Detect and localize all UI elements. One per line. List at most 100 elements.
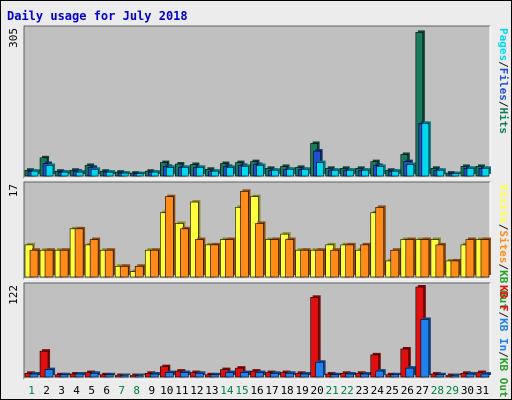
bar-sites: [420, 239, 430, 278]
bar-sites: [315, 249, 324, 278]
bar-pages: [406, 164, 415, 177]
x-tick-label: 11: [175, 384, 188, 397]
bar-shadow: [467, 372, 476, 375]
bar-shadow: [132, 373, 141, 375]
x-tick-label: 15: [235, 384, 248, 397]
side-legend: Pages/Files/Hits: [497, 28, 510, 134]
bar-kb-in: [180, 372, 189, 378]
bar-pages: [105, 171, 114, 177]
bar-shadow: [437, 372, 446, 375]
bar-sites: [405, 239, 415, 278]
bar-pages: [211, 170, 219, 177]
bar-pages: [271, 169, 279, 177]
bar-sites: [240, 191, 249, 278]
side-legend-segment: Sites: [497, 230, 510, 263]
bar-pages: [181, 167, 189, 177]
bar-shadow: [138, 171, 146, 174]
bar-shadow: [107, 372, 116, 375]
bar-pages: [60, 171, 69, 177]
bar-kb-in: [315, 361, 324, 378]
bar-sites: [180, 228, 189, 278]
bar-sites: [89, 239, 99, 278]
bar-kb-in: [405, 367, 415, 378]
bar-sites: [165, 196, 174, 278]
bar-kb-in: [270, 373, 279, 378]
side-legend-segment: Visits: [497, 184, 510, 224]
bar-kb-in: [165, 372, 174, 378]
bar-kb-in: [375, 370, 385, 378]
bar-kb-f: [39, 350, 49, 378]
x-tick-label: 5: [88, 384, 95, 397]
bar-kb-in: [210, 374, 219, 378]
bar-kb-in: [300, 373, 309, 378]
bar-kb-f: [400, 348, 410, 378]
bar-pages: [451, 173, 460, 177]
x-tick-label: 20: [311, 384, 324, 397]
bar-shadow: [117, 373, 126, 375]
bar-kb-in: [330, 374, 339, 378]
bar-shadow: [332, 372, 341, 375]
bar-shadow: [392, 372, 401, 375]
bar-pages: [376, 166, 385, 177]
x-tick-label: 13: [205, 384, 218, 397]
side-legend-segment: /: [497, 264, 510, 271]
side-legend-segment: KB In: [497, 318, 510, 351]
y-max-label: 122: [7, 285, 20, 305]
bar-shadow: [212, 372, 221, 375]
bar-sites: [119, 265, 129, 278]
bar-kb-in: [29, 373, 39, 378]
bar-shadow: [447, 373, 456, 375]
bar-pages: [346, 169, 354, 177]
bar-kb-in: [134, 375, 144, 378]
bar-sites: [210, 244, 219, 278]
bar-sites: [255, 223, 264, 278]
bar-shadow: [137, 373, 146, 375]
bar-pages: [361, 169, 370, 177]
bar-kb-in: [255, 372, 264, 378]
bar-shadow: [302, 372, 311, 375]
bar-kb-in: [225, 372, 234, 378]
bar-pages: [90, 168, 99, 177]
bar-sites: [480, 239, 490, 278]
bar-sites: [285, 239, 294, 278]
bar-pages: [226, 167, 234, 177]
bar-pages: [286, 168, 294, 177]
bar-kb-in: [59, 374, 69, 378]
bar-kb-in: [74, 373, 84, 378]
bar-kb-in: [420, 319, 430, 378]
bar-shadow: [453, 171, 461, 174]
bar-kb-in: [390, 374, 400, 378]
x-tick-label: 18: [280, 384, 293, 397]
bar-kb-in: [44, 369, 54, 378]
x-tick-label: 23: [356, 384, 369, 397]
bar-kb-in: [480, 373, 490, 378]
bar-shadow: [123, 171, 131, 174]
bar-shadow: [102, 372, 111, 375]
bar-sites: [375, 207, 385, 278]
side-legend-segment: Pages: [497, 28, 510, 61]
bar-sites: [44, 249, 54, 278]
x-tick-label: 16: [250, 384, 263, 397]
bar-sites: [465, 239, 475, 278]
bar-kb-in: [435, 374, 445, 378]
bar-pages: [30, 170, 39, 177]
bar-pages: [316, 162, 324, 177]
bar-sites: [149, 249, 159, 278]
bar-pages: [466, 168, 475, 177]
bar-shadow: [122, 373, 131, 375]
bar-sites: [360, 244, 370, 278]
bar-sites: [225, 239, 234, 278]
bar-pages: [150, 171, 159, 177]
x-tick-label: 28: [431, 384, 444, 397]
x-tick-label: 25: [386, 384, 399, 397]
bar-sites: [134, 265, 144, 278]
panel-background: [23, 282, 491, 380]
bar-sites: [450, 260, 460, 278]
bar-pages: [391, 170, 400, 177]
x-tick-label: 8: [133, 384, 140, 397]
bar-shadow: [152, 372, 161, 375]
bar-sites: [59, 249, 69, 278]
x-tick-label: 30: [461, 384, 474, 397]
bar-sites: [74, 228, 84, 278]
